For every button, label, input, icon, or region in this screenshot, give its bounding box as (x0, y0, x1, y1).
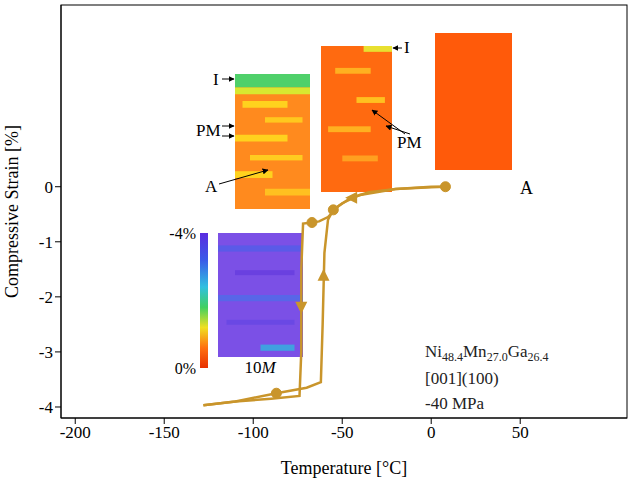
svg-text:-4%: -4% (169, 225, 196, 242)
svg-text:0: 0 (45, 178, 54, 197)
svg-text:50: 50 (512, 423, 529, 442)
svg-text:-1: -1 (39, 233, 53, 252)
svg-text:I: I (404, 38, 410, 57)
svg-text:-50: -50 (331, 423, 354, 442)
svg-text:10M: 10M (244, 358, 276, 377)
svg-text:-150: -150 (149, 423, 180, 442)
svg-text:-4: -4 (39, 398, 54, 417)
svg-text:I: I (213, 70, 219, 89)
svg-text:[001](100): [001](100) (425, 369, 499, 388)
svg-text:A: A (205, 177, 218, 196)
svg-text:0%: 0% (175, 360, 196, 377)
svg-text:0: 0 (427, 423, 436, 442)
svg-text:-100: -100 (238, 423, 269, 442)
svg-text:-40 MPa: -40 MPa (425, 394, 484, 413)
svg-text:Ni48.4Mn27.0Ga26.4: Ni48.4Mn27.0Ga26.4 (425, 342, 548, 364)
svg-text:A: A (520, 178, 533, 198)
svg-text:-2: -2 (39, 288, 53, 307)
svg-text:Temperature [°C]: Temperature [°C] (281, 458, 407, 478)
svg-text:-3: -3 (39, 343, 53, 362)
svg-text:-200: -200 (60, 423, 91, 442)
svg-text:PM: PM (397, 133, 422, 152)
svg-text:PM: PM (196, 121, 221, 140)
svg-text:Compressive Strain [%]: Compressive Strain [%] (2, 125, 22, 298)
